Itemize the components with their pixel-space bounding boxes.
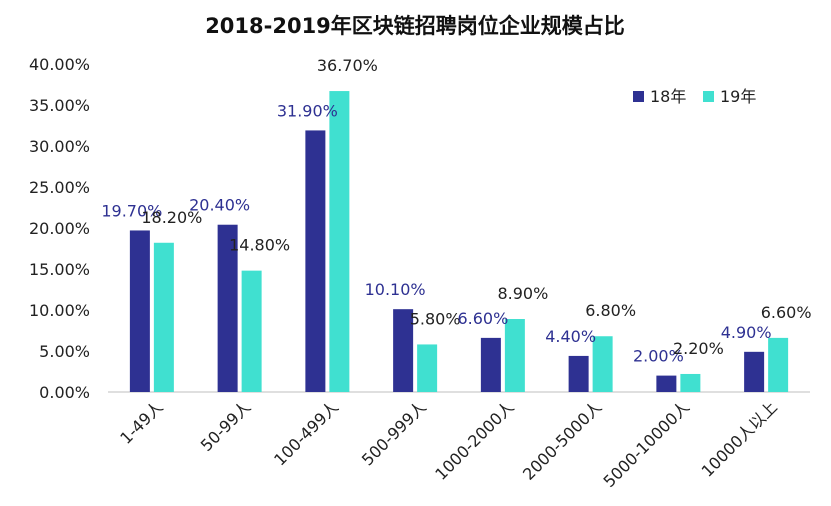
data-label: 2.20% bbox=[673, 339, 724, 358]
data-label: 19.70% bbox=[101, 201, 162, 220]
legend-swatch bbox=[703, 91, 714, 102]
bar-18 bbox=[393, 309, 414, 392]
bar-19 bbox=[768, 337, 789, 392]
y-tick-label: 10.00% bbox=[29, 301, 90, 320]
bar-19 bbox=[680, 373, 701, 392]
legend: 18年 19年 bbox=[633, 87, 756, 106]
data-label: 4.40% bbox=[545, 327, 596, 346]
bar-18 bbox=[744, 351, 765, 392]
y-axis: 0.00% 5.00% 10.00% 15.00% 20.00% 25.00% 30.00%… bbox=[29, 55, 90, 402]
data-label: 2.00% bbox=[633, 347, 684, 366]
bar-18 bbox=[656, 375, 677, 392]
x-tick-label: 5000-10000人 bbox=[600, 397, 694, 491]
legend-label: 19年 bbox=[720, 87, 756, 106]
bar-19 bbox=[417, 344, 438, 392]
data-label-group: 19.70%18.20%20.40% 14.80% 31.90% 36.70% 10.1… bbox=[101, 56, 811, 366]
x-tick-label: 1000-2000人 bbox=[431, 397, 517, 483]
legend-label: 18年 bbox=[650, 87, 686, 106]
y-tick-label: 40.00% bbox=[29, 55, 90, 74]
x-tick-label: 1-49人 bbox=[116, 397, 166, 447]
bar-19 bbox=[241, 270, 262, 392]
bar-19 bbox=[592, 336, 613, 392]
bar-19 bbox=[329, 91, 350, 392]
data-label: 6.60% bbox=[761, 303, 812, 322]
x-axis: 1-49人 50-99人 100-499人 500-999人 1000-2000人 200… bbox=[108, 391, 810, 491]
chart-title: 2018-2019年区块链招聘岗位企业规模占比 bbox=[205, 14, 625, 38]
y-tick-label: 0.00% bbox=[39, 383, 90, 402]
data-label: 6.60% bbox=[457, 309, 508, 328]
y-tick-label: 5.00% bbox=[39, 342, 90, 361]
data-label: 10.10% bbox=[365, 280, 426, 299]
bar-group bbox=[129, 91, 789, 393]
data-label: 6.80% bbox=[585, 301, 636, 320]
y-tick-label: 20.00% bbox=[29, 219, 90, 238]
data-label: 5.80% bbox=[410, 309, 461, 328]
data-label: 14.80% bbox=[229, 236, 290, 255]
data-label: 31.90% bbox=[277, 101, 338, 120]
y-tick-label: 25.00% bbox=[29, 178, 90, 197]
x-tick-label: 2000-5000人 bbox=[519, 397, 605, 483]
bar-19 bbox=[153, 242, 174, 392]
x-tick-label: 50-99人 bbox=[197, 397, 255, 455]
bar-18 bbox=[129, 230, 150, 392]
x-tick-label: 10000人以上 bbox=[698, 397, 781, 480]
bar-18 bbox=[480, 337, 501, 392]
y-tick-label: 30.00% bbox=[29, 137, 90, 156]
data-label: 8.90% bbox=[497, 284, 548, 303]
y-tick-label: 35.00% bbox=[29, 96, 90, 115]
y-tick-label: 15.00% bbox=[29, 260, 90, 279]
data-label: 20.40% bbox=[189, 196, 250, 215]
bar-18 bbox=[217, 224, 238, 392]
legend-swatch bbox=[633, 91, 644, 102]
x-tick-label: 500-999人 bbox=[358, 397, 430, 469]
data-label: 4.90% bbox=[721, 323, 772, 342]
data-label: 36.70% bbox=[317, 56, 378, 75]
bar-19 bbox=[504, 319, 525, 392]
bar-18 bbox=[568, 355, 589, 392]
x-tick-label: 100-499人 bbox=[270, 397, 342, 469]
data-label: 18.20% bbox=[141, 208, 202, 227]
bar-18 bbox=[305, 130, 326, 393]
